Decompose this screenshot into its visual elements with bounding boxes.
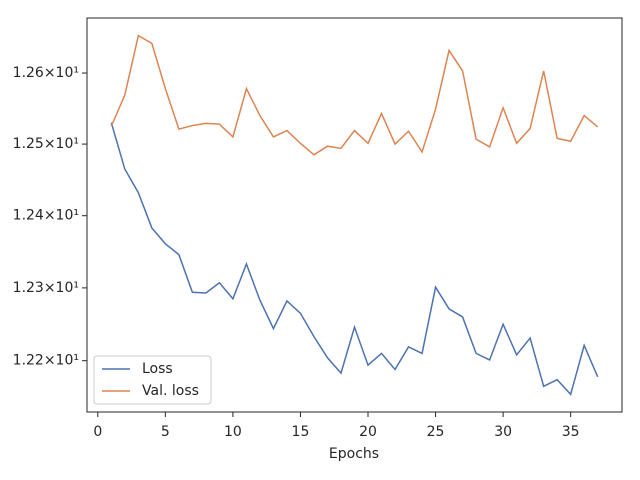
y-tick-label: 1.25×10¹	[13, 136, 79, 152]
legend-box	[93, 355, 212, 405]
line-series	[110, 122, 599, 396]
y-tick-label: 1.22×10¹	[13, 353, 79, 369]
y-tick-label: 1.24×10¹	[13, 208, 79, 224]
line-series	[110, 34, 599, 156]
x-tick-label: 35	[562, 424, 580, 440]
x-tick-label: 0	[93, 424, 102, 440]
y-tick-label: 1.26×10¹	[13, 65, 79, 81]
x-tick-label: 15	[292, 424, 310, 440]
legend-label: Val. loss	[142, 383, 199, 399]
x-tick-label: 30	[494, 424, 512, 440]
x-tick-label: 5	[161, 424, 170, 440]
legend-label: Loss	[142, 361, 173, 377]
x-tick-label: 10	[224, 424, 242, 440]
x-tick-label: 20	[359, 424, 377, 440]
x-axis-label: Epochs	[329, 446, 379, 462]
x-tick-label: 25	[427, 424, 445, 440]
y-tick-label: 1.23×10¹	[13, 280, 79, 296]
